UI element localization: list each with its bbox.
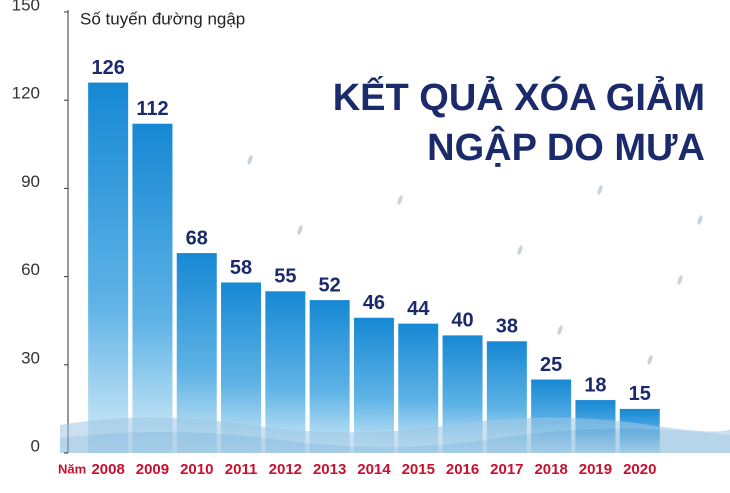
value-label: 46 <box>363 292 385 314</box>
value-label: 38 <box>496 316 518 338</box>
x-tick-label: 2020 <box>623 461 656 478</box>
bar <box>88 82 129 453</box>
x-tick-label: 2016 <box>446 461 479 478</box>
x-tick-label: 2015 <box>402 461 435 478</box>
x-tick-label: 2017 <box>490 461 523 478</box>
value-label: 15 <box>629 383 651 405</box>
x-axis-label: Năm <box>58 461 86 476</box>
water <box>60 417 730 453</box>
x-tick-label: 2009 <box>136 461 169 478</box>
y-tick-label: 150 <box>12 0 40 14</box>
x-tick-label: 2011 <box>225 461 258 478</box>
y-tick-label: 60 <box>21 260 40 279</box>
x-tick-label: 2012 <box>269 461 302 478</box>
value-label: 58 <box>230 257 252 279</box>
x-tick-label: 2019 <box>579 461 612 478</box>
value-label: 25 <box>540 354 562 376</box>
y-tick-label: 30 <box>21 348 40 367</box>
x-tick-label: 2014 <box>357 461 391 478</box>
value-label: 112 <box>136 98 168 120</box>
chart-title: NGẬP DO MƯA <box>427 125 705 169</box>
value-label: 40 <box>451 310 473 332</box>
y-tick-label: 0 <box>31 436 40 455</box>
x-tick-label: 2010 <box>180 461 213 478</box>
y-axis-label: Số tuyến đường ngập <box>80 9 245 28</box>
value-label: 44 <box>407 298 430 320</box>
bar <box>265 291 306 453</box>
bar <box>132 123 173 453</box>
value-label: 52 <box>319 274 341 296</box>
value-label: 126 <box>91 57 124 79</box>
x-tick-label: 2008 <box>91 461 124 478</box>
bar <box>353 317 394 453</box>
x-tick-label: 2013 <box>313 461 346 478</box>
value-label: 68 <box>186 227 208 249</box>
y-tick-label: 120 <box>12 84 40 103</box>
value-label: 55 <box>274 266 296 288</box>
value-label: 18 <box>584 374 606 396</box>
bar <box>309 300 350 453</box>
x-tick-label: 2018 <box>534 461 567 478</box>
chart-title: KẾT QUẢ XÓA GIẢM <box>333 75 705 119</box>
y-tick-label: 90 <box>21 172 40 191</box>
